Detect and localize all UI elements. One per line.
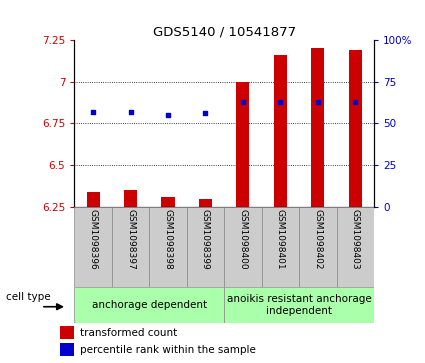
Text: GSM1098397: GSM1098397 — [126, 209, 135, 270]
Bar — [60, 343, 74, 356]
Bar — [224, 287, 374, 323]
Title: GDS5140 / 10541877: GDS5140 / 10541877 — [153, 26, 296, 39]
Bar — [149, 207, 187, 287]
Text: GSM1098403: GSM1098403 — [351, 209, 360, 270]
Point — [202, 110, 209, 116]
Text: GSM1098400: GSM1098400 — [238, 209, 247, 270]
Point — [352, 99, 359, 105]
Point — [240, 99, 246, 105]
Point — [90, 109, 96, 115]
Point — [314, 99, 321, 105]
Text: GSM1098402: GSM1098402 — [313, 209, 322, 270]
Bar — [262, 207, 299, 287]
Text: cell type: cell type — [6, 292, 51, 302]
Bar — [187, 207, 224, 287]
Text: anoikis resistant anchorage
independent: anoikis resistant anchorage independent — [227, 294, 371, 316]
Bar — [162, 197, 175, 207]
Bar — [337, 207, 374, 287]
Text: GSM1098398: GSM1098398 — [164, 209, 173, 270]
Text: GSM1098401: GSM1098401 — [276, 209, 285, 270]
Bar — [199, 199, 212, 207]
Text: transformed count: transformed count — [80, 327, 178, 338]
Bar — [349, 50, 362, 207]
Bar — [299, 207, 337, 287]
Text: GSM1098399: GSM1098399 — [201, 209, 210, 270]
Point — [164, 112, 171, 118]
Bar — [74, 287, 224, 323]
Point — [127, 109, 134, 115]
Bar — [236, 82, 249, 207]
Text: GSM1098396: GSM1098396 — [88, 209, 98, 270]
Point — [277, 99, 284, 105]
Bar — [224, 207, 262, 287]
Text: anchorage dependent: anchorage dependent — [92, 300, 207, 310]
Bar — [112, 207, 149, 287]
Bar — [124, 190, 137, 207]
Text: percentile rank within the sample: percentile rank within the sample — [80, 344, 256, 355]
Bar — [274, 55, 287, 207]
Bar — [87, 192, 99, 207]
Bar — [74, 207, 112, 287]
Bar — [60, 326, 74, 339]
Bar — [311, 48, 324, 207]
